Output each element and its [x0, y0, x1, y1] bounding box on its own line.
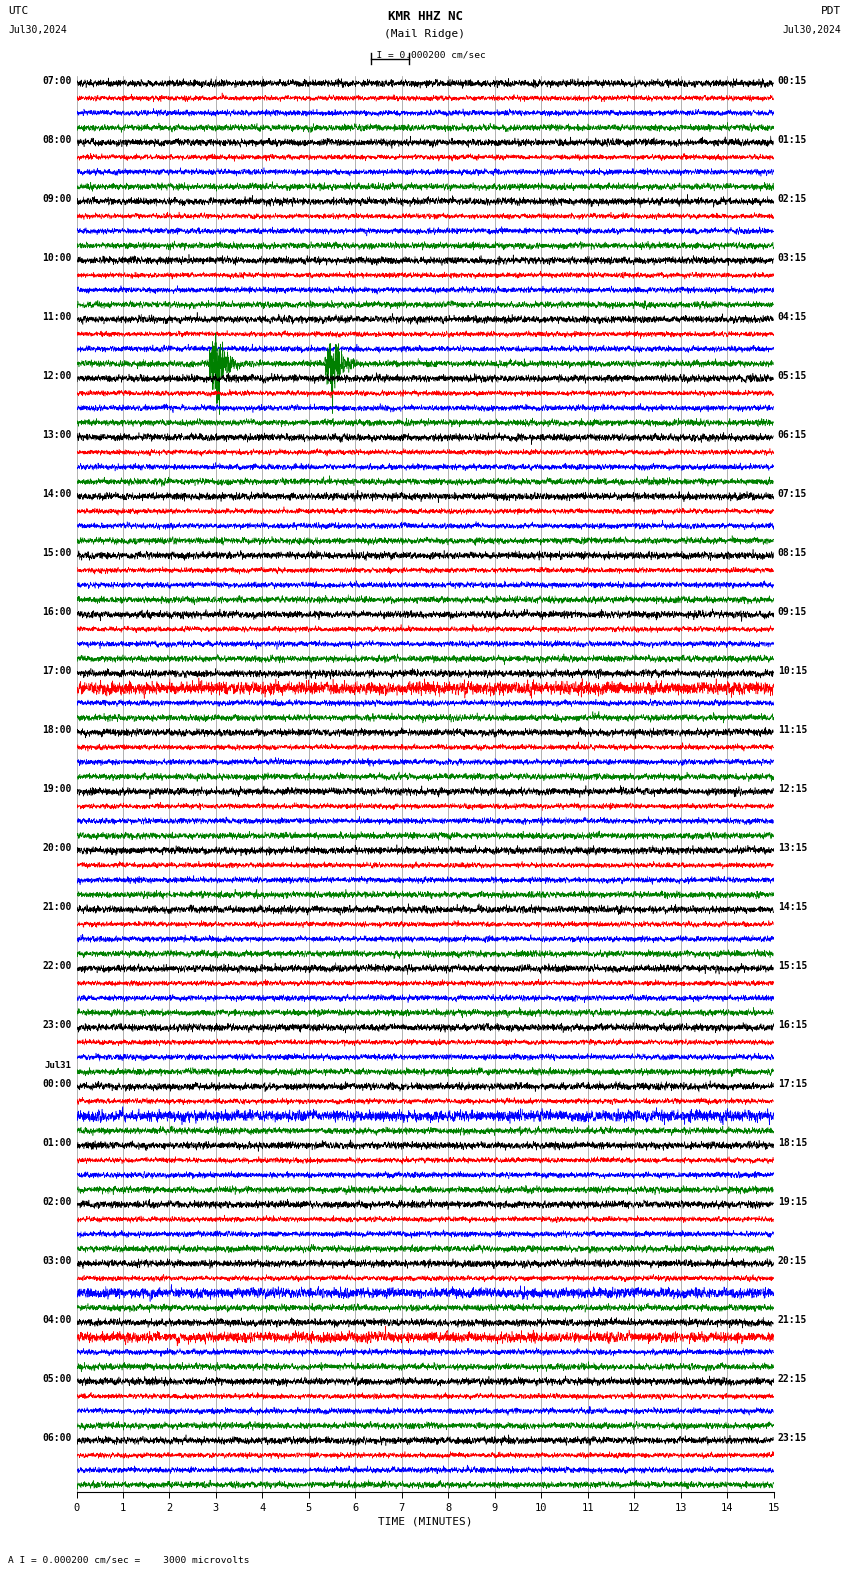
Text: I = 0.000200 cm/sec: I = 0.000200 cm/sec	[365, 51, 485, 60]
Text: 17:15: 17:15	[778, 1079, 807, 1090]
Text: 04:00: 04:00	[42, 1315, 71, 1326]
Text: UTC: UTC	[8, 6, 29, 16]
Text: 08:00: 08:00	[42, 135, 71, 146]
Text: KMR HHZ NC: KMR HHZ NC	[388, 10, 462, 22]
Text: 23:15: 23:15	[778, 1434, 807, 1443]
Text: 21:00: 21:00	[42, 903, 71, 912]
Text: 23:00: 23:00	[42, 1020, 71, 1030]
Text: A I = 0.000200 cm/sec =    3000 microvolts: A I = 0.000200 cm/sec = 3000 microvolts	[8, 1555, 250, 1565]
Text: 06:00: 06:00	[42, 1434, 71, 1443]
Text: 05:00: 05:00	[42, 1373, 71, 1384]
Text: PDT: PDT	[821, 6, 842, 16]
Text: 15:00: 15:00	[42, 548, 71, 558]
Text: 22:00: 22:00	[42, 961, 71, 971]
Text: 08:15: 08:15	[778, 548, 807, 558]
Text: 20:00: 20:00	[42, 843, 71, 854]
Text: 09:00: 09:00	[42, 195, 71, 204]
Text: 16:15: 16:15	[778, 1020, 807, 1030]
Text: 20:15: 20:15	[778, 1256, 807, 1266]
Text: 19:15: 19:15	[778, 1198, 807, 1207]
Text: 12:15: 12:15	[778, 784, 807, 794]
Text: 10:00: 10:00	[42, 253, 71, 263]
Text: 01:00: 01:00	[42, 1137, 71, 1148]
Text: 06:15: 06:15	[778, 429, 807, 440]
Text: (Mail Ridge): (Mail Ridge)	[384, 29, 466, 38]
Text: 14:15: 14:15	[778, 903, 807, 912]
Text: 12:00: 12:00	[42, 371, 71, 382]
Text: 13:00: 13:00	[42, 429, 71, 440]
X-axis label: TIME (MINUTES): TIME (MINUTES)	[377, 1517, 473, 1527]
Text: 01:15: 01:15	[778, 135, 807, 146]
Text: 18:00: 18:00	[42, 725, 71, 735]
Text: 03:00: 03:00	[42, 1256, 71, 1266]
Text: 16:00: 16:00	[42, 607, 71, 618]
Text: 09:15: 09:15	[778, 607, 807, 618]
Text: 11:00: 11:00	[42, 312, 71, 322]
Text: 19:00: 19:00	[42, 784, 71, 794]
Text: 07:15: 07:15	[778, 489, 807, 499]
Text: 15:15: 15:15	[778, 961, 807, 971]
Text: Jul30,2024: Jul30,2024	[783, 25, 842, 35]
Text: Jul30,2024: Jul30,2024	[8, 25, 67, 35]
Text: 07:00: 07:00	[42, 76, 71, 86]
Text: 03:15: 03:15	[778, 253, 807, 263]
Text: 14:00: 14:00	[42, 489, 71, 499]
Text: 13:15: 13:15	[778, 843, 807, 854]
Text: 04:15: 04:15	[778, 312, 807, 322]
Text: 00:00: 00:00	[42, 1079, 71, 1090]
Text: Jul31: Jul31	[44, 1061, 71, 1069]
Text: 17:00: 17:00	[42, 665, 71, 676]
Text: 02:15: 02:15	[778, 195, 807, 204]
Text: 00:15: 00:15	[778, 76, 807, 86]
Text: 05:15: 05:15	[778, 371, 807, 382]
Text: 21:15: 21:15	[778, 1315, 807, 1326]
Text: 02:00: 02:00	[42, 1198, 71, 1207]
Text: 22:15: 22:15	[778, 1373, 807, 1384]
Text: 11:15: 11:15	[778, 725, 807, 735]
Text: 10:15: 10:15	[778, 665, 807, 676]
Text: 18:15: 18:15	[778, 1137, 807, 1148]
